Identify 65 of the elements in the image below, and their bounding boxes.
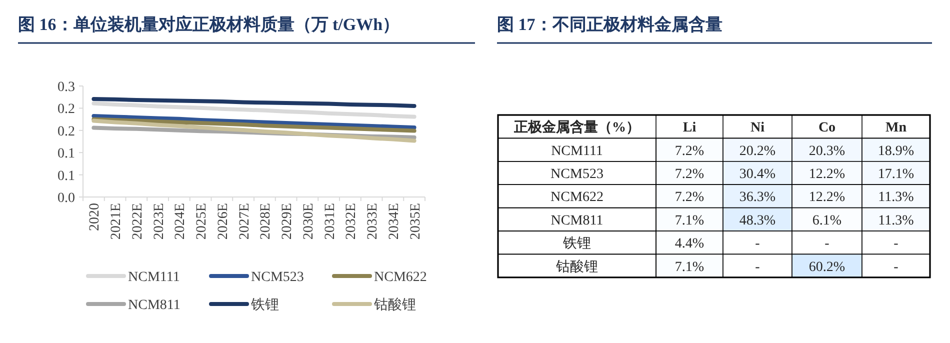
- x-tick-label: 2022E: [130, 203, 146, 240]
- data-label: 7.1%: [674, 260, 704, 275]
- y-tick-label: NCM622: [550, 190, 604, 206]
- legend-label: 钴酸锂: [373, 297, 416, 313]
- text: -: [824, 236, 830, 252]
- x-tick-label: 2026E: [216, 203, 231, 240]
- y-tick-label: 0.1: [58, 146, 75, 162]
- text: -: [894, 260, 898, 275]
- x-tick-label: Ni: [750, 120, 765, 136]
- y-tick-label: 铁锂: [562, 236, 591, 252]
- legend-label: 铁锂: [250, 297, 279, 313]
- x-tick-label: Mn: [886, 120, 907, 136]
- chart-title: 图 16：单位装机量对应正极材料质量（万 t/GWh）: [18, 15, 400, 34]
- x-tick-label: 2034E: [386, 203, 402, 240]
- legend-label: NCM622: [374, 270, 427, 285]
- data-label: 11.3%: [878, 190, 914, 206]
- y-tick-label: NCM523: [550, 167, 604, 182]
- chart-title: 图 17：不同正极材料金属含量: [497, 15, 722, 34]
- data-label: 12.2%: [808, 167, 846, 182]
- data-label: 20.2%: [739, 144, 776, 159]
- y-tick-label: 钴酸锂: [555, 258, 598, 275]
- data-label: 60.2%: [808, 260, 846, 275]
- y-tick-label: 0.2: [58, 102, 75, 118]
- legend-label: NCM811: [128, 298, 180, 313]
- x-tick-label: 2021E: [109, 203, 124, 240]
- data-label: 11.3%: [878, 213, 914, 228]
- data-label: 4.4%: [674, 236, 704, 252]
- data-label: 48.3%: [739, 213, 776, 228]
- y-tick-label: 0.3: [58, 80, 75, 95]
- data-label: 7.2%: [674, 167, 704, 182]
- text: -: [755, 236, 760, 252]
- x-tick-label: 2028E: [258, 203, 274, 240]
- x-tick-label: Li: [682, 120, 696, 136]
- legend-label: NCM523: [251, 270, 304, 285]
- y-tick-label: NCM111: [551, 144, 603, 159]
- text: -: [894, 236, 898, 252]
- y-tick-label: NCM811: [550, 213, 604, 228]
- x-tick-label: 2027E: [237, 203, 252, 240]
- data-label: 18.9%: [878, 144, 914, 159]
- data-label: 17.1%: [878, 167, 914, 182]
- x-tick-label: Co: [818, 120, 836, 136]
- x-tick-label: 2031E: [322, 203, 338, 240]
- data-label: 36.3%: [739, 190, 776, 206]
- y-tick-label: 0.0: [58, 191, 75, 206]
- x-tick-label: 2024E: [173, 203, 188, 240]
- data-label: 6.1%: [812, 213, 842, 228]
- data-label: 30.4%: [739, 167, 776, 182]
- x-tick-label: 2033E: [366, 203, 381, 240]
- y-tick-label: 0.2: [58, 124, 75, 140]
- x-tick-label: 2032E: [344, 203, 360, 240]
- x-tick-label: 2029E: [280, 203, 296, 240]
- x-tick-label: 2023E: [152, 203, 167, 240]
- data-label: 12.2%: [808, 190, 846, 206]
- data-label: 20.3%: [808, 144, 846, 159]
- data-label: 7.2%: [674, 144, 704, 159]
- x-tick-label: 2020: [88, 203, 103, 231]
- text: -: [755, 260, 760, 275]
- data-label: 7.1%: [674, 213, 704, 228]
- x-tick-label: 2030E: [301, 203, 316, 240]
- y-axis-title: 正极金属含量（%）: [513, 120, 640, 136]
- data-label: 7.2%: [674, 190, 704, 206]
- x-tick-label: 2025E: [194, 203, 210, 240]
- y-tick-label: 0.1: [58, 168, 75, 184]
- x-tick-label: 2035E: [408, 203, 424, 240]
- legend-label: NCM111: [128, 270, 180, 285]
